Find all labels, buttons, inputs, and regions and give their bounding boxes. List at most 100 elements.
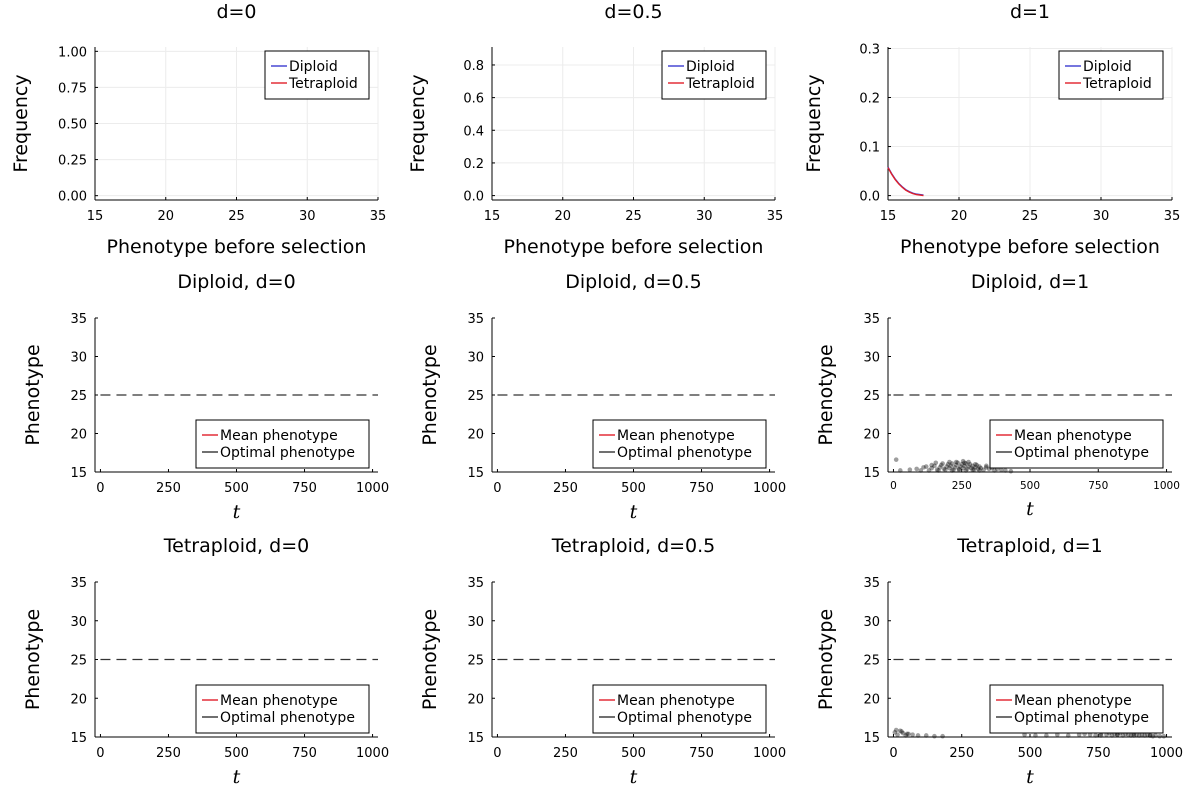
data-point (941, 466, 947, 472)
data-point (952, 465, 958, 470)
data-point (962, 460, 967, 466)
data-point (1098, 733, 1104, 738)
y-axis-title: Phenotype (22, 344, 44, 445)
x-tick-label: 500 (621, 746, 646, 761)
data-point (936, 468, 941, 473)
data-point (974, 462, 980, 468)
x-tick-label: 500 (224, 746, 249, 761)
data-point (948, 463, 954, 469)
y-axis-title: Frequency (803, 74, 825, 172)
data-point (1134, 732, 1139, 737)
legend-label: Optimal phenotype (1014, 710, 1149, 726)
x-axis-title: t (1026, 498, 1034, 520)
x-tick-label: 750 (292, 481, 317, 496)
legend-box (1058, 50, 1164, 100)
x-tick-label: 0 (493, 746, 501, 761)
data-point (897, 728, 903, 734)
data-point (947, 465, 952, 471)
legend-label: Mean phenotype (617, 693, 735, 709)
data-point (1022, 732, 1027, 737)
chart-panel-dip-d1: 0 250 500 750 1000 15 20 25 30 35 Diploid, d=1 t Phe… (815, 271, 1180, 520)
x-tick-label: 30 (299, 209, 316, 224)
y-tick-label: 25 (863, 389, 880, 404)
x-tick-label: 750 (1088, 480, 1108, 492)
x-tick-label: 35 (767, 209, 784, 224)
data-point (977, 468, 982, 473)
data-point (892, 730, 898, 735)
data-point (1153, 733, 1158, 738)
y-tick-label: 35 (467, 312, 484, 327)
x-tick-label: 25 (625, 209, 642, 224)
data-point (975, 466, 981, 472)
y-tick-label: 1.00 (58, 45, 87, 60)
data-point (900, 730, 906, 736)
y-tick-label: 30 (70, 351, 87, 366)
x-tick-label: 20 (554, 209, 571, 224)
data-point (940, 733, 945, 739)
y-tick-label: 20 (467, 428, 484, 443)
data-point (929, 465, 934, 471)
data-point (1044, 733, 1049, 738)
y-tick-label: 30 (467, 615, 484, 630)
legend-label: Optimal phenotype (220, 445, 355, 461)
y-tick-label: 0.0 (859, 190, 880, 205)
data-point (934, 467, 940, 472)
panel-title: d=0 (216, 1, 256, 23)
y-tick-label: 0.4 (463, 124, 484, 139)
panel-title: Diploid, d=1 (971, 271, 1089, 293)
chart-panel-tet-d0: 0 250 500 750 1000 15 20 25 30 35 Tetraploid, d=0 t… (22, 535, 389, 788)
y-tick-label: 0.1 (859, 141, 880, 156)
x-axis-title: Phenotype before selection (107, 236, 367, 258)
data-point (1055, 732, 1060, 737)
data-point (949, 468, 955, 473)
data-point (903, 733, 909, 738)
legend-label: Optimal phenotype (220, 710, 355, 726)
x-tick-label: 0 (493, 481, 501, 496)
data-point (1076, 732, 1082, 737)
data-point (940, 461, 945, 466)
y-tick-label: 0.3 (859, 42, 880, 57)
data-point (929, 462, 934, 468)
y-tick-label: 25 (467, 654, 484, 669)
y-tick-label: 30 (467, 351, 484, 366)
legend-box (592, 684, 767, 734)
data-point (1128, 733, 1134, 738)
data-point (953, 459, 959, 465)
data-point (970, 463, 975, 469)
legend-box (264, 50, 370, 100)
x-tick-label: 0 (96, 746, 104, 761)
legend-box (592, 419, 767, 469)
x-axis-title: Phenotype before selection (900, 236, 1160, 258)
x-tick-label: 500 (1018, 746, 1043, 761)
data-point (971, 467, 977, 472)
x-tick-label: 750 (1086, 746, 1111, 761)
data-point (937, 465, 943, 470)
x-tick-label: 15 (880, 209, 897, 224)
data-point (967, 462, 973, 467)
y-tick-label: 0.75 (58, 81, 87, 96)
y-tick-label: 30 (863, 615, 880, 630)
data-point (1147, 733, 1153, 738)
x-tick-label: 30 (1093, 209, 1110, 224)
y-tick-label: 25 (70, 389, 87, 404)
y-tick-label: 35 (863, 576, 880, 591)
data-point (963, 461, 969, 466)
data-point (1115, 732, 1120, 737)
legend-box (989, 684, 1164, 734)
x-tick-label: 0 (889, 746, 897, 761)
chart-panel-freq-d05: 15 20 25 30 35 0.0 0.2 0.4 0.6 0.8 d=0.5 Phenotype … (407, 1, 783, 258)
legend-label: Diploid (1083, 59, 1132, 75)
y-tick-label: 0.8 (463, 59, 484, 74)
data-point (1087, 732, 1093, 737)
data-point (962, 463, 967, 469)
y-axis-title: Phenotype (815, 609, 837, 710)
data-point (1131, 733, 1137, 738)
y-axis-title: Frequency (407, 74, 429, 172)
x-tick-label: 1000 (753, 481, 786, 496)
y-tick-label: 20 (70, 692, 87, 707)
data-point (964, 466, 970, 472)
data-point (955, 460, 960, 466)
